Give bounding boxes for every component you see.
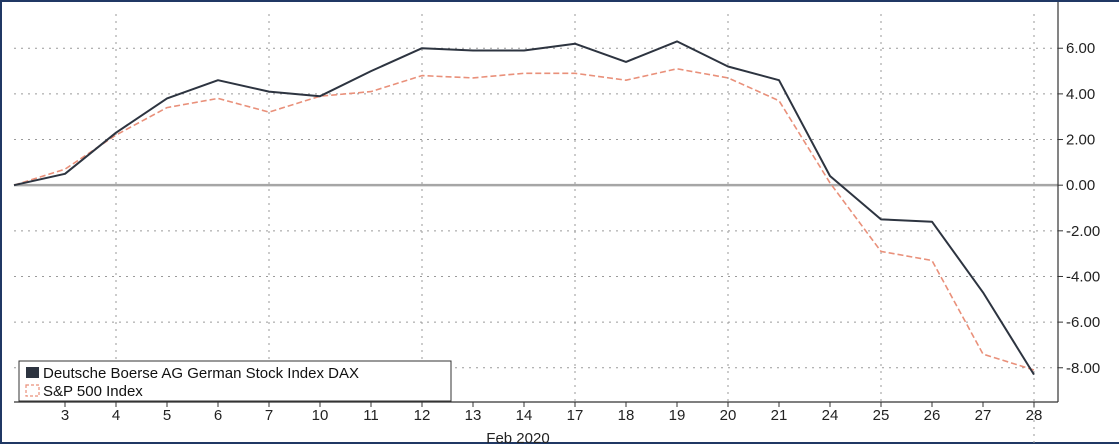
series-line-dax <box>13 40 1035 376</box>
x-tick-label: 4 <box>112 407 120 424</box>
x-tick-label: 6 <box>214 407 222 424</box>
y-tick-label: 0.00 <box>1066 177 1095 194</box>
x-tick-label: 20 <box>720 407 737 424</box>
y-tick-label: 4.00 <box>1066 86 1095 103</box>
legend-swatch-spx <box>25 384 40 397</box>
x-tick-label: 11 <box>363 407 379 424</box>
axes: 6.00 4.00 2.00 0.00 -2.00 -4.00 -6.00 -8.00 3 4 5 6… <box>14 2 1100 424</box>
x-tick-label: 7 <box>265 407 273 424</box>
x-tick-label: 19 <box>669 407 686 424</box>
x-tick-label: 28 <box>1026 407 1043 424</box>
x-tick-label: 13 <box>465 407 482 424</box>
x-tick-label: 18 <box>618 407 635 424</box>
y-tick-label: -2.00 <box>1066 223 1100 240</box>
legend-label-spx: S&P 500 Index <box>43 383 143 400</box>
x-tick-label: 3 <box>61 407 69 424</box>
legend-box <box>18 360 452 402</box>
x-tick-label: 25 <box>873 407 890 424</box>
y-tick-label: -8.00 <box>1066 360 1100 377</box>
y-tick-label: -4.00 <box>1066 268 1100 285</box>
series-line-spx <box>13 68 1035 371</box>
x-tick-label: 10 <box>312 407 329 424</box>
x-axis-label: Feb 2020 <box>486 430 549 446</box>
y-tick-label: -6.00 <box>1066 314 1100 331</box>
y-tick-label: 6.00 <box>1066 40 1095 57</box>
legend-label-dax: Deutsche Boerse AG German Stock Index DA… <box>43 365 359 382</box>
legend: Deutsche Boerse AG German Stock Index DA… <box>18 360 452 402</box>
x-tick-label: 14 <box>516 407 533 424</box>
x-tick-label: 27 <box>975 407 992 424</box>
x-tick-label: 24 <box>822 407 839 424</box>
x-tick-label: 17 <box>567 407 584 424</box>
x-tick-label: 12 <box>414 407 431 424</box>
gridlines <box>14 14 1058 446</box>
legend-swatch-dax <box>26 367 39 378</box>
series-lines <box>13 40 1035 376</box>
x-tick-label: 26 <box>924 407 941 424</box>
x-tick-label: 21 <box>771 407 788 424</box>
x-tick-label: 5 <box>163 407 171 424</box>
y-tick-label: 2.00 <box>1066 132 1095 149</box>
